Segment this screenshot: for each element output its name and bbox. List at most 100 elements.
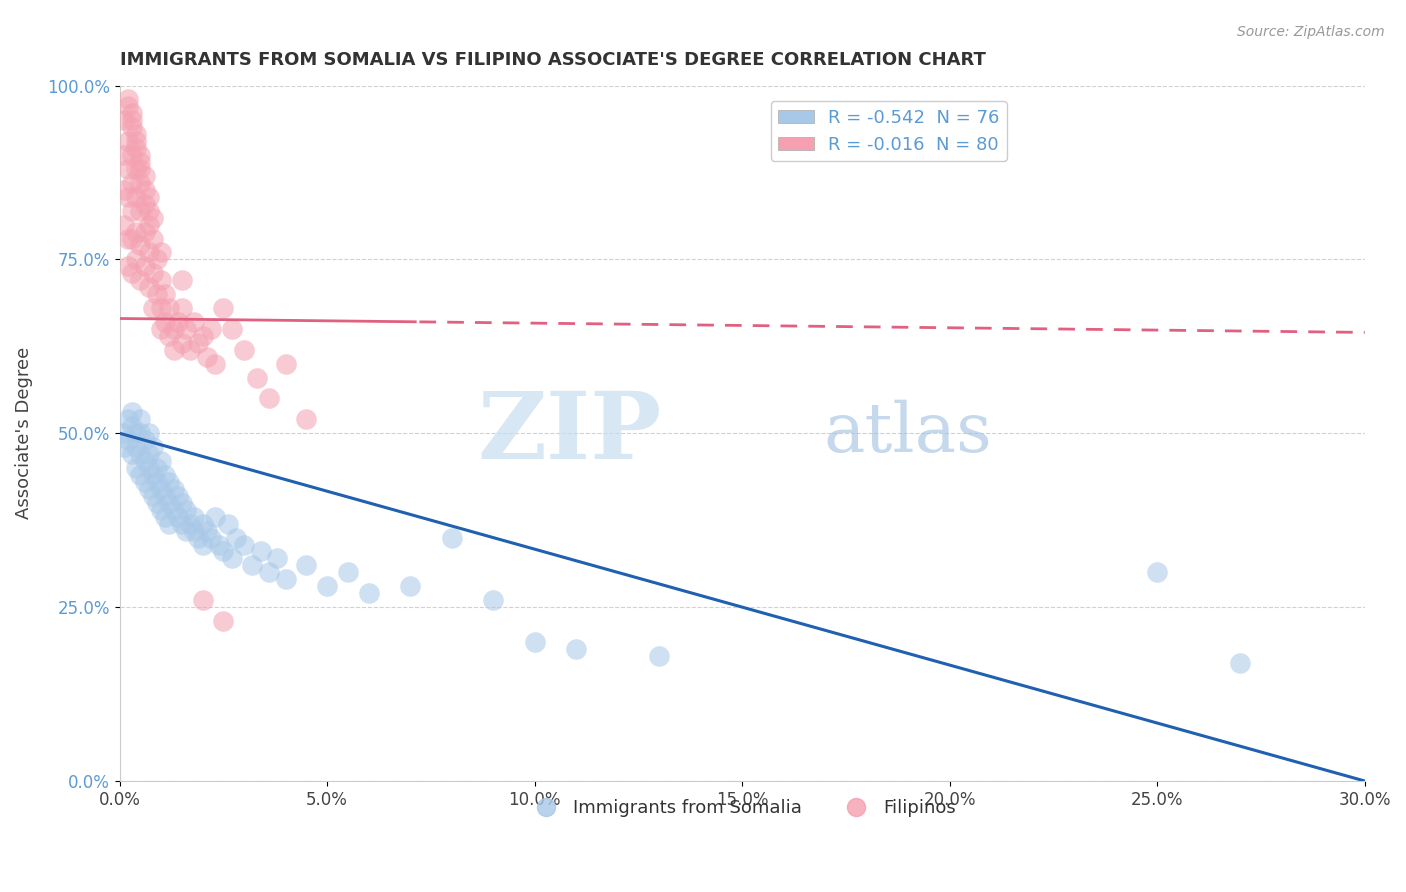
Point <box>142 266 165 280</box>
Point <box>134 196 156 211</box>
Point <box>117 190 139 204</box>
Point <box>174 524 197 538</box>
Point <box>121 148 143 162</box>
Point <box>565 641 588 656</box>
Point <box>121 405 143 419</box>
Point <box>112 183 135 197</box>
Point <box>117 161 139 176</box>
Point <box>523 635 546 649</box>
Point <box>155 509 177 524</box>
Point <box>249 544 271 558</box>
Point <box>648 648 671 663</box>
Point <box>170 301 193 315</box>
Point <box>121 447 143 461</box>
Point <box>179 516 201 531</box>
Point <box>138 218 160 232</box>
Point <box>233 537 256 551</box>
Point <box>157 329 180 343</box>
Point <box>162 482 184 496</box>
Point <box>336 566 359 580</box>
Point <box>112 440 135 454</box>
Point <box>274 572 297 586</box>
Point <box>155 467 177 482</box>
Point <box>157 475 180 489</box>
Point <box>146 496 169 510</box>
Point <box>162 322 184 336</box>
Point <box>183 524 205 538</box>
Point <box>142 440 165 454</box>
Point <box>191 537 214 551</box>
Point <box>208 537 231 551</box>
Point <box>195 524 218 538</box>
Point <box>117 260 139 274</box>
Point <box>155 315 177 329</box>
Point <box>150 322 173 336</box>
Point <box>146 475 169 489</box>
Point <box>129 155 152 169</box>
Point <box>121 419 143 434</box>
Point <box>138 280 160 294</box>
Y-axis label: Associate's Degree: Associate's Degree <box>15 347 32 519</box>
Point <box>1146 566 1168 580</box>
Point <box>129 238 152 252</box>
Point <box>121 176 143 190</box>
Point <box>121 203 143 218</box>
Point <box>129 467 152 482</box>
Point <box>399 579 422 593</box>
Point <box>157 516 180 531</box>
Point <box>257 566 280 580</box>
Point <box>138 426 160 441</box>
Point <box>266 551 288 566</box>
Point <box>125 252 148 267</box>
Point <box>129 176 152 190</box>
Point <box>200 531 222 545</box>
Point <box>212 301 235 315</box>
Point <box>179 343 201 357</box>
Point <box>242 558 264 573</box>
Point <box>138 190 160 204</box>
Point <box>125 440 148 454</box>
Point <box>146 461 169 475</box>
Point <box>225 531 247 545</box>
Point <box>112 218 135 232</box>
Point <box>121 120 143 135</box>
Point <box>142 301 165 315</box>
Point <box>125 190 148 204</box>
Point <box>221 551 243 566</box>
Point <box>221 322 243 336</box>
Point <box>155 287 177 301</box>
Point <box>1229 656 1251 670</box>
Point <box>150 273 173 287</box>
Point <box>125 426 148 441</box>
Point <box>129 447 152 461</box>
Point <box>112 426 135 441</box>
Point <box>200 322 222 336</box>
Point <box>117 231 139 245</box>
Point <box>162 343 184 357</box>
Text: atlas: atlas <box>823 401 993 467</box>
Point <box>134 225 156 239</box>
Point <box>138 203 160 218</box>
Text: IMMIGRANTS FROM SOMALIA VS FILIPINO ASSOCIATE'S DEGREE CORRELATION CHART: IMMIGRANTS FROM SOMALIA VS FILIPINO ASSO… <box>120 51 986 69</box>
Point <box>117 92 139 106</box>
Point <box>129 161 152 176</box>
Point <box>174 502 197 516</box>
Point <box>117 134 139 148</box>
Point <box>134 475 156 489</box>
Point <box>121 106 143 120</box>
Point <box>134 454 156 468</box>
Point <box>174 322 197 336</box>
Point <box>440 531 463 545</box>
Point <box>112 113 135 128</box>
Point <box>134 260 156 274</box>
Point <box>121 113 143 128</box>
Point <box>166 315 188 329</box>
Point <box>121 231 143 245</box>
Point <box>142 489 165 503</box>
Point <box>125 134 148 148</box>
Point <box>142 231 165 245</box>
Point <box>146 252 169 267</box>
Point <box>212 544 235 558</box>
Point <box>117 412 139 426</box>
Point <box>117 99 139 113</box>
